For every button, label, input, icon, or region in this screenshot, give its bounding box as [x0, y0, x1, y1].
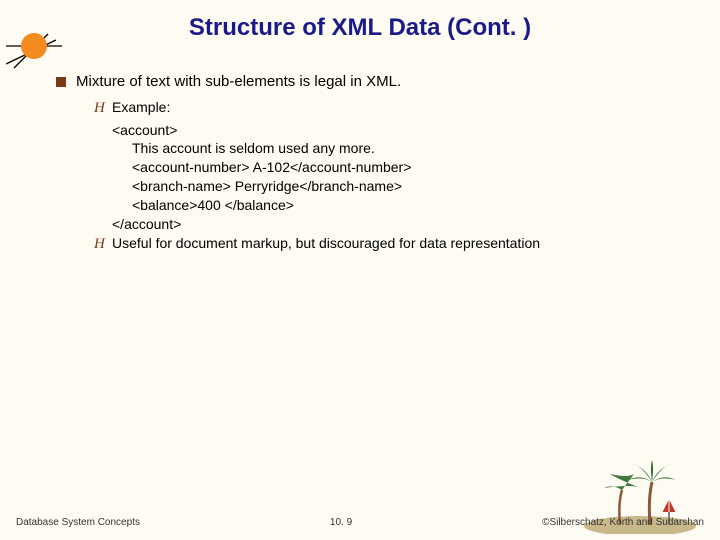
sun-icon — [6, 28, 62, 72]
code-line: </account> — [112, 215, 688, 234]
footer-center: 10. 9 — [330, 517, 352, 528]
code-line: This account is seldom used any more. — [112, 139, 688, 158]
sub-item-label: Example: — [112, 98, 170, 117]
code-line: <balance>400 </balance> — [112, 196, 688, 215]
slide-footer: Database System Concepts 10. 9 ©Silbersc… — [0, 517, 720, 528]
square-bullet-icon — [56, 77, 66, 87]
code-line: <account-number> A-102</account-number> — [112, 158, 688, 177]
code-line: <account> — [112, 121, 688, 140]
footer-right: ©Silberschatz, Korth and Sudarshan — [542, 517, 704, 528]
code-line: <branch-name> Perryridge</branch-name> — [112, 177, 688, 196]
sub-item-text: Useful for document markup, but discoura… — [112, 234, 540, 253]
main-bullet: Mixture of text with sub-elements is leg… — [56, 72, 688, 92]
sub-item-example: H Example: — [94, 98, 688, 118]
slide-body: Mixture of text with sub-elements is leg… — [0, 42, 720, 254]
slide-title: Structure of XML Data (Cont. ) — [0, 0, 720, 42]
sub-list: H Useful for document markup, but discou… — [56, 234, 688, 254]
code-block: <account> This account is seldom used an… — [56, 121, 688, 234]
h-bullet-icon: H — [94, 234, 112, 254]
footer-left: Database System Concepts — [16, 517, 140, 528]
sub-list: H Example: — [56, 98, 688, 118]
sub-item-note: H Useful for document markup, but discou… — [94, 234, 688, 254]
h-bullet-icon: H — [94, 98, 112, 118]
main-bullet-text: Mixture of text with sub-elements is leg… — [76, 72, 401, 92]
